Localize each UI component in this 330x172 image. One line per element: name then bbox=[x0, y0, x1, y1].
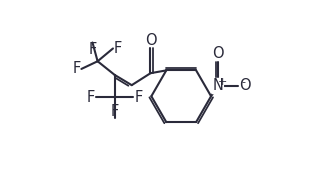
Text: F: F bbox=[72, 61, 81, 76]
Text: F: F bbox=[87, 90, 95, 105]
Text: O: O bbox=[239, 78, 251, 94]
Text: O: O bbox=[145, 33, 156, 48]
Text: +: + bbox=[217, 77, 227, 87]
Text: F: F bbox=[134, 90, 143, 105]
Text: -: - bbox=[241, 77, 245, 87]
Text: F: F bbox=[88, 42, 97, 57]
Text: F: F bbox=[111, 104, 119, 119]
Text: N: N bbox=[213, 78, 223, 94]
Text: O: O bbox=[212, 46, 224, 61]
Text: F: F bbox=[114, 41, 122, 56]
